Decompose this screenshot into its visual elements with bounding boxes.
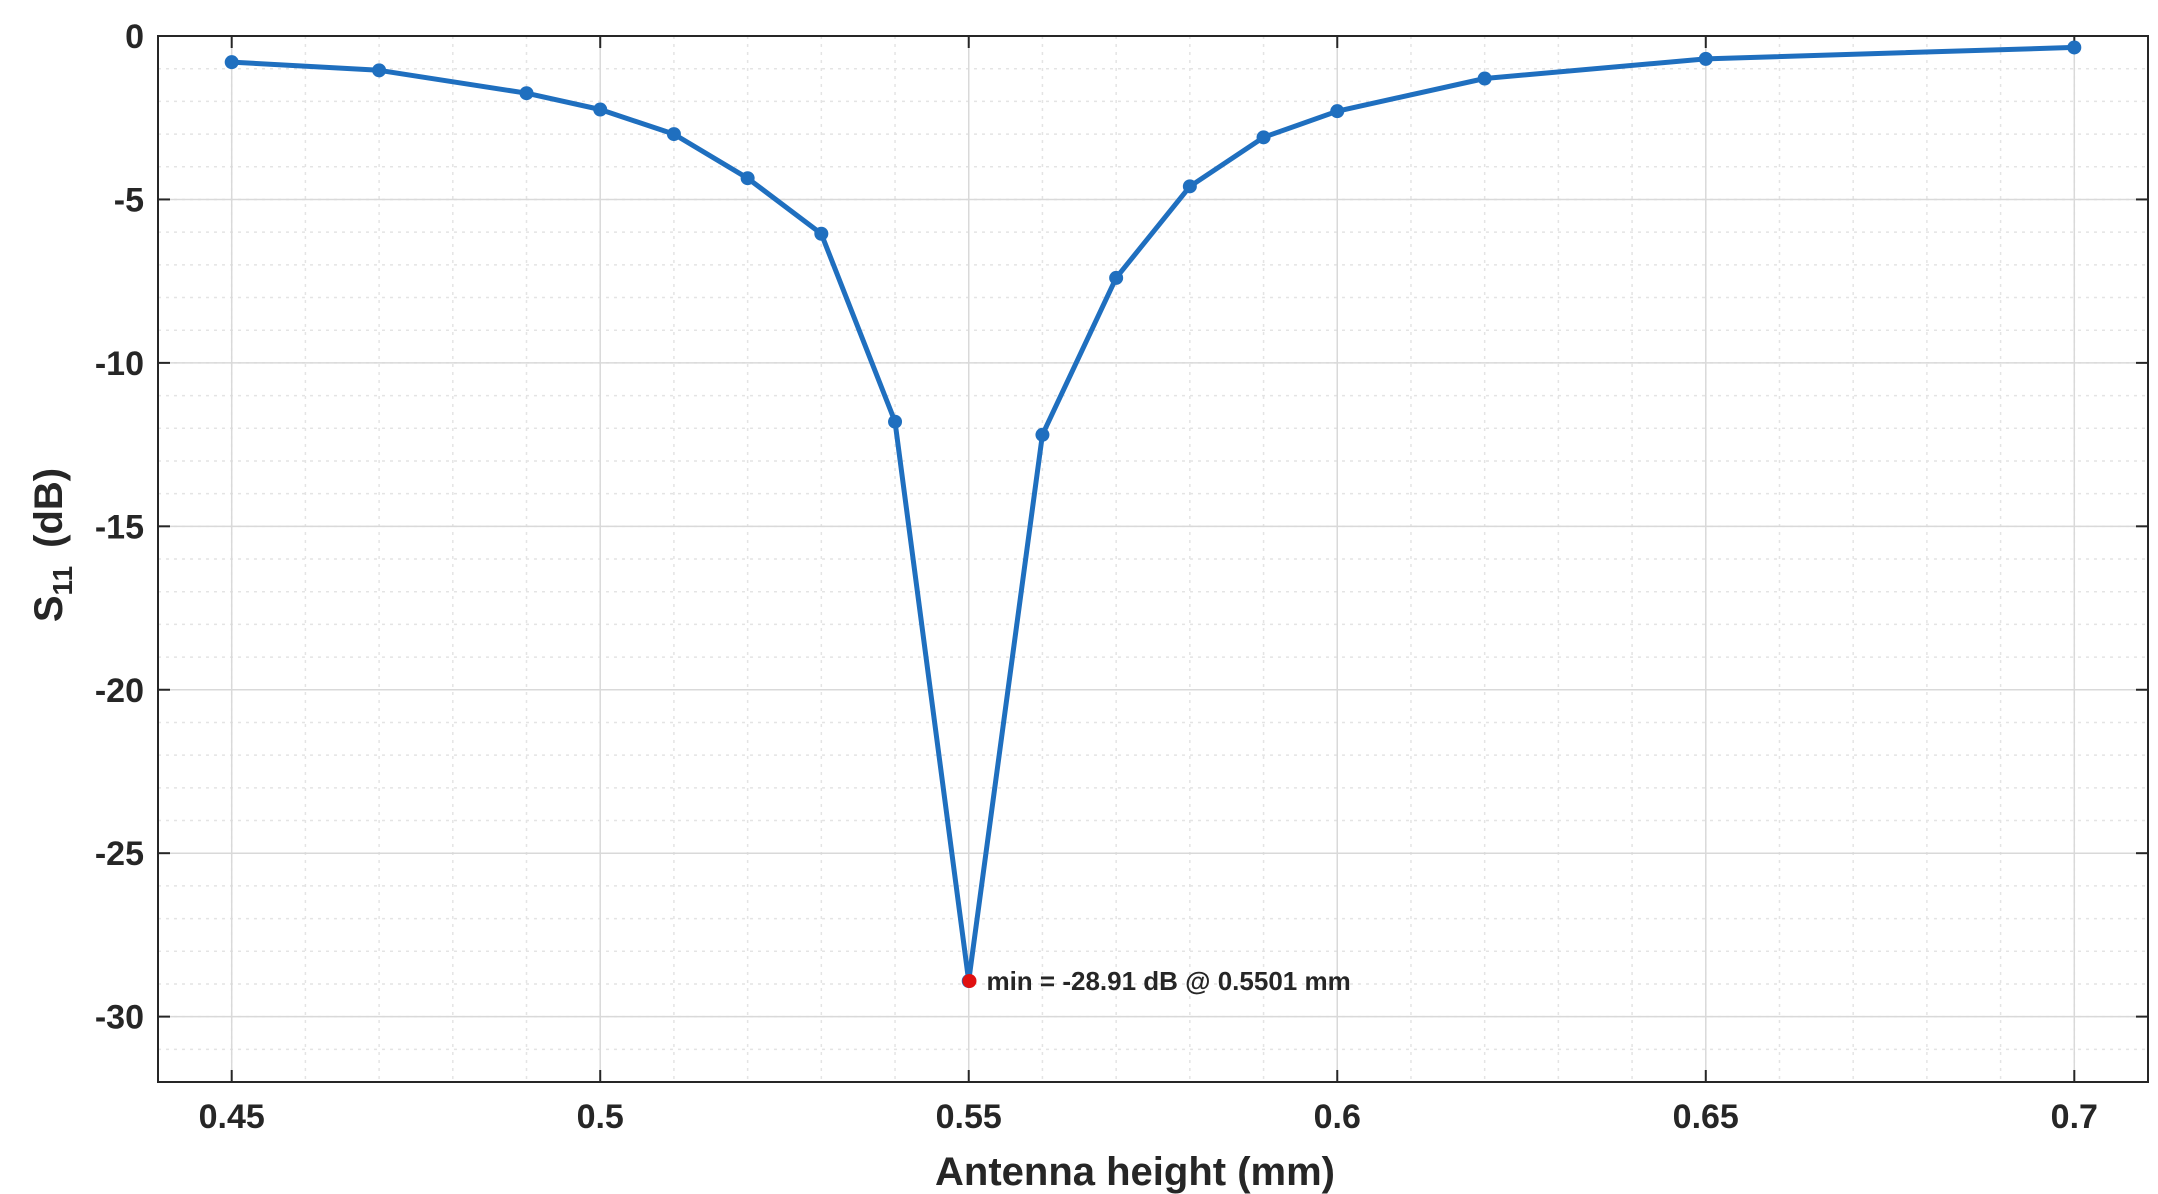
data-point — [593, 102, 608, 117]
data-point — [2067, 40, 2082, 55]
y-axis-ticks: 0 -5 -10 -15 -20 -25 -30 — [95, 18, 2148, 1037]
y-tick-label: 0 — [125, 18, 144, 56]
minor-grid — [157, 35, 2149, 1083]
series-markers — [224, 40, 2082, 988]
data-point — [888, 414, 903, 429]
data-point — [1109, 270, 1124, 285]
y-tick-label: -15 — [95, 508, 144, 546]
y-tick-label: -5 — [114, 181, 144, 219]
x-tick-label: 0.55 — [936, 1098, 1002, 1136]
x-tick-label: 0.5 — [577, 1098, 624, 1136]
y-tick-label: -10 — [95, 345, 144, 383]
data-point — [1182, 179, 1197, 194]
series-line — [231, 44, 2075, 984]
data-point — [519, 86, 534, 101]
x-tick-label: 0.45 — [199, 1098, 265, 1136]
data-point — [740, 171, 755, 186]
data-point — [1330, 104, 1345, 119]
plot-area-frame — [157, 35, 2149, 1083]
x-tick-label: 0.7 — [2051, 1098, 2098, 1136]
data-point — [1035, 427, 1050, 442]
x-axis-title: Antenna height (mm) — [935, 1150, 1335, 1194]
data-point — [666, 127, 681, 142]
x-axis-ticks: 0.45 0.5 0.55 0.6 0.65 0.7 — [199, 36, 2098, 1136]
data-point — [814, 226, 829, 241]
data-point — [1477, 71, 1492, 86]
x-tick-label: 0.6 — [1314, 1098, 1361, 1136]
y-axis-title-main: S — [27, 595, 71, 622]
y-tick-label: -20 — [95, 672, 144, 710]
y-axis-title-subscript: 11 — [47, 566, 78, 596]
x-tick-label: 0.65 — [1673, 1098, 1739, 1136]
y-axis-title: S11 (dB) — [27, 468, 78, 622]
y-tick-label: -30 — [95, 999, 144, 1037]
data-point — [1256, 130, 1271, 145]
data-point — [224, 55, 239, 70]
data-point — [1698, 51, 1713, 66]
y-axis-title-unit: (dB) — [27, 468, 71, 548]
y-tick-label: -25 — [95, 835, 144, 873]
data-point — [372, 63, 387, 78]
svg-text:S11(dB): S11 (dB) — [27, 468, 78, 622]
min-annotation-label: min = -28.91 dB @ 0.5501 mm — [986, 966, 1350, 996]
min-marker — [962, 973, 977, 988]
